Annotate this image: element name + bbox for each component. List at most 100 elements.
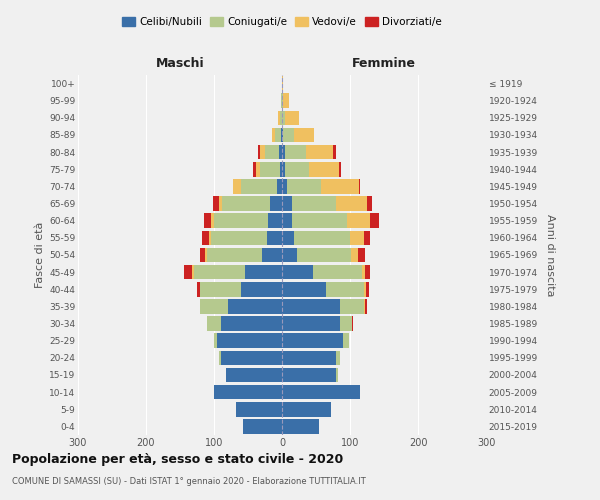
Bar: [365, 282, 369, 296]
Bar: [214, 334, 217, 348]
Bar: [337, 368, 338, 382]
Bar: [242, 419, 282, 434]
Bar: [365, 265, 370, 280]
Bar: [197, 282, 200, 296]
Bar: [202, 230, 209, 245]
Bar: [285, 162, 308, 176]
Bar: [347, 214, 370, 228]
Bar: [282, 214, 292, 228]
Bar: [282, 94, 283, 108]
Bar: [313, 265, 362, 280]
Bar: [226, 368, 282, 382]
Bar: [322, 179, 359, 194]
Bar: [292, 214, 347, 228]
Bar: [337, 350, 340, 365]
Bar: [272, 128, 275, 142]
Bar: [297, 248, 352, 262]
Bar: [282, 350, 337, 365]
Bar: [326, 282, 364, 296]
Bar: [200, 299, 227, 314]
Bar: [282, 402, 331, 416]
Bar: [282, 162, 285, 176]
Bar: [192, 265, 194, 280]
Bar: [205, 248, 207, 262]
Bar: [280, 110, 282, 125]
Bar: [282, 230, 294, 245]
Bar: [337, 196, 367, 211]
Bar: [265, 145, 278, 160]
Bar: [214, 385, 282, 400]
Bar: [282, 334, 343, 348]
Text: Maschi: Maschi: [155, 57, 205, 70]
Text: Popolazione per età, sesso e stato civile - 2020: Popolazione per età, sesso e stato civil…: [12, 452, 343, 466]
Bar: [350, 230, 364, 245]
Bar: [282, 110, 286, 125]
Bar: [359, 179, 360, 194]
Bar: [184, 265, 192, 280]
Bar: [241, 179, 277, 194]
Y-axis label: Anni di nascita: Anni di nascita: [545, 214, 554, 296]
Bar: [282, 179, 287, 194]
Bar: [281, 94, 282, 108]
Bar: [340, 316, 352, 331]
Bar: [282, 76, 283, 91]
Bar: [282, 248, 297, 262]
Bar: [207, 316, 221, 331]
Bar: [219, 196, 222, 211]
Bar: [294, 230, 350, 245]
Bar: [287, 179, 322, 194]
Bar: [282, 265, 313, 280]
Bar: [256, 162, 260, 176]
Bar: [221, 350, 282, 365]
Bar: [280, 162, 282, 176]
Bar: [200, 248, 205, 262]
Bar: [245, 265, 282, 280]
Bar: [267, 230, 282, 245]
Bar: [364, 230, 370, 245]
Bar: [209, 230, 211, 245]
Bar: [253, 162, 256, 176]
Bar: [282, 128, 283, 142]
Bar: [262, 248, 282, 262]
Bar: [200, 282, 241, 296]
Legend: Celibi/Nubili, Coniugati/e, Vedovi/e, Divorziati/e: Celibi/Nubili, Coniugati/e, Vedovi/e, Di…: [118, 12, 446, 32]
Bar: [282, 419, 319, 434]
Bar: [227, 299, 282, 314]
Bar: [194, 265, 245, 280]
Bar: [282, 145, 286, 160]
Bar: [233, 179, 241, 194]
Bar: [241, 282, 282, 296]
Bar: [340, 299, 364, 314]
Bar: [220, 350, 221, 365]
Bar: [207, 248, 262, 262]
Bar: [278, 110, 280, 125]
Bar: [268, 214, 282, 228]
Bar: [211, 214, 214, 228]
Bar: [352, 316, 353, 331]
Bar: [270, 196, 282, 211]
Bar: [364, 282, 365, 296]
Bar: [282, 299, 340, 314]
Bar: [365, 299, 367, 314]
Bar: [260, 162, 280, 176]
Bar: [236, 402, 282, 416]
Bar: [281, 128, 282, 142]
Bar: [352, 248, 358, 262]
Bar: [275, 128, 281, 142]
Bar: [214, 196, 219, 211]
Bar: [293, 128, 314, 142]
Bar: [364, 299, 365, 314]
Bar: [362, 265, 365, 280]
Bar: [283, 94, 289, 108]
Bar: [282, 316, 340, 331]
Bar: [333, 145, 337, 160]
Bar: [257, 145, 260, 160]
Text: COMUNE DI SAMASSI (SU) - Dati ISTAT 1° gennaio 2020 - Elaborazione TUTTITALIA.IT: COMUNE DI SAMASSI (SU) - Dati ISTAT 1° g…: [12, 478, 366, 486]
Bar: [282, 196, 292, 211]
Bar: [286, 110, 299, 125]
Bar: [367, 196, 373, 211]
Bar: [292, 196, 337, 211]
Text: Femmine: Femmine: [352, 57, 416, 70]
Bar: [282, 385, 360, 400]
Bar: [277, 179, 282, 194]
